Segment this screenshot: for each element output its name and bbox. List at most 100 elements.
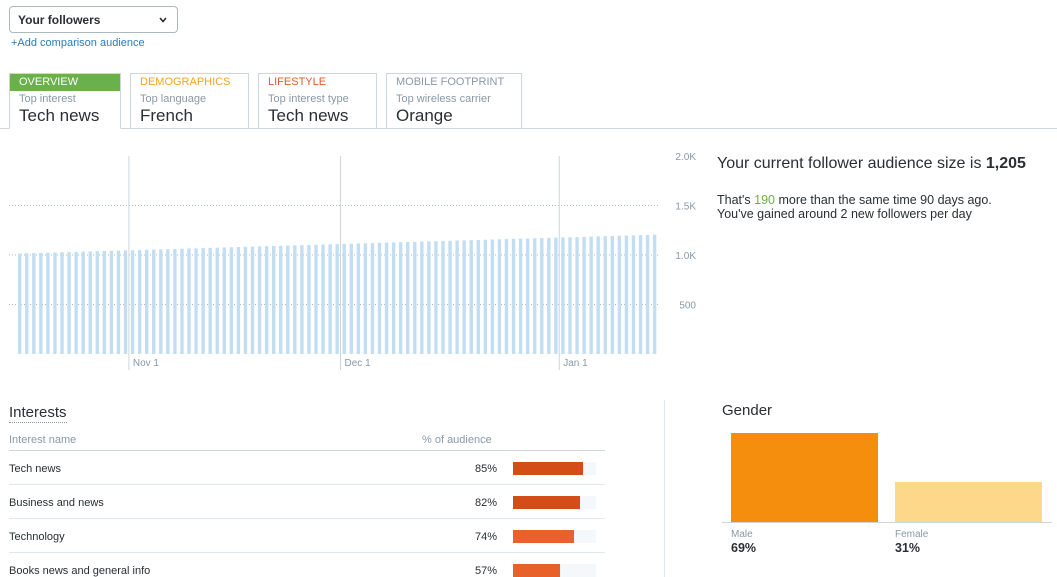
add-comparison-audience-link[interactable]: +Add comparison audience <box>11 37 145 49</box>
follower-bar <box>95 251 99 354</box>
tabs-divider <box>0 128 1057 129</box>
follower-bar <box>25 253 29 354</box>
follower-bar <box>215 247 219 354</box>
interest-bar <box>513 564 560 577</box>
follower-bar <box>596 236 600 354</box>
x-tick-label: Dec 1 <box>345 358 372 369</box>
follower-bar <box>321 244 325 354</box>
column-header-percent: % of audience <box>422 434 492 446</box>
follower-bar <box>511 238 516 354</box>
column-header-interest-name: Interest name <box>9 434 77 446</box>
follower-bar <box>504 239 509 354</box>
follower-bar <box>32 253 36 354</box>
follower-bar <box>328 244 332 354</box>
follower-bar <box>476 239 480 354</box>
follower-bar <box>307 244 311 354</box>
interests-section: Interests Interest name % of audience Te… <box>9 404 605 577</box>
y-tick-label: 2.0K <box>675 152 696 163</box>
gender-section: Gender Male 69% Female 31% <box>722 402 1052 555</box>
follower-bar <box>187 248 191 354</box>
follower-bar <box>356 243 361 354</box>
follower-bar <box>377 242 382 354</box>
interest-percent: 74% <box>474 531 497 543</box>
follower-bar <box>363 243 368 354</box>
follower-bar <box>257 246 262 354</box>
interest-name: Technology <box>9 531 65 543</box>
follower-bar <box>60 252 64 354</box>
follower-bar <box>589 236 593 354</box>
gender-label: Female <box>895 529 929 540</box>
follower-bar <box>554 237 558 354</box>
follower-bar <box>116 250 121 354</box>
follower-bar <box>53 252 57 354</box>
tab-title: MOBILE FOOTPRINT <box>396 76 505 88</box>
gender-label: Male <box>731 529 753 540</box>
follower-bar <box>603 236 607 354</box>
interest-name: Books news and general info <box>9 565 151 577</box>
tab-demographics[interactable]: DEMOGRAPHICS Top language French <box>130 73 249 129</box>
follower-bar <box>420 241 424 354</box>
follower-bar <box>427 241 431 354</box>
interest-bar-track <box>513 564 596 577</box>
interests-table-header: Interest name % of audience <box>9 433 605 451</box>
follower-bar <box>490 239 495 354</box>
follower-bar <box>462 240 466 354</box>
follower-bar <box>342 243 346 354</box>
tab-lifestyle[interactable]: LIFESTYLE Top interest type Tech news <box>258 73 377 129</box>
x-tick-label: Nov 1 <box>133 358 160 369</box>
follower-bar <box>67 252 71 354</box>
follower-bar <box>144 249 149 354</box>
tab-mobile-footprint[interactable]: MOBILE FOOTPRINT Top wireless carrier Or… <box>386 73 522 129</box>
audience-size-headline: Your current follower audience size is 1… <box>717 155 1026 172</box>
follower-bar <box>617 235 622 354</box>
follower-bar <box>335 244 339 354</box>
section-divider <box>664 400 665 577</box>
follower-bar <box>413 241 417 354</box>
follower-bar <box>434 241 438 354</box>
follower-bar <box>222 247 226 354</box>
follower-bar <box>18 253 22 354</box>
follower-bar <box>46 252 50 354</box>
gender-bar-male <box>731 433 878 522</box>
interest-row: Business and news 82% <box>9 485 605 519</box>
follower-bar <box>264 246 269 354</box>
follower-bar <box>398 242 403 354</box>
follower-bar <box>293 245 297 354</box>
follower-bar <box>300 245 304 354</box>
gender-percent: 31% <box>895 541 921 555</box>
follower-bar <box>109 250 114 354</box>
audience-summary: Your current follower audience size is 1… <box>717 155 1047 221</box>
follower-bar <box>236 247 241 354</box>
x-tick-label: Jan 1 <box>563 358 588 369</box>
follower-bar <box>518 238 523 354</box>
interest-row: Technology 74% <box>9 519 605 553</box>
tab-title: DEMOGRAPHICS <box>140 76 231 88</box>
follower-bar <box>441 240 445 354</box>
follower-bar <box>469 240 473 354</box>
tab-title: OVERVIEW <box>10 74 120 91</box>
interests-title[interactable]: Interests <box>9 404 67 423</box>
follower-bar <box>243 246 248 354</box>
tab-value: French <box>140 106 193 125</box>
follower-bar <box>645 234 650 354</box>
y-tick-label: 1.0K <box>675 251 696 262</box>
interest-percent: 85% <box>474 463 497 475</box>
tab-value: Orange <box>396 106 453 125</box>
follower-bar <box>540 238 544 354</box>
follower-bar <box>271 245 276 354</box>
interest-bar <box>513 496 581 509</box>
audience-gain-value: 190 <box>754 193 775 207</box>
follower-bar <box>547 237 551 354</box>
follower-bar <box>279 245 283 354</box>
gender-bar-chart <box>722 430 1052 523</box>
y-tick-label: 500 <box>679 301 696 312</box>
follower-bar <box>286 245 290 354</box>
tab-subtitle: Top language <box>140 93 207 105</box>
follower-bar <box>152 249 156 354</box>
tab-subtitle: Top interest <box>19 93 76 105</box>
follower-bar <box>173 248 177 354</box>
follower-bar <box>88 251 92 354</box>
audience-select[interactable]: Your followers <box>9 6 178 33</box>
audience-size-value: 1,205 <box>985 155 1026 172</box>
tab-overview[interactable]: OVERVIEW Top interest Tech news <box>9 73 121 129</box>
